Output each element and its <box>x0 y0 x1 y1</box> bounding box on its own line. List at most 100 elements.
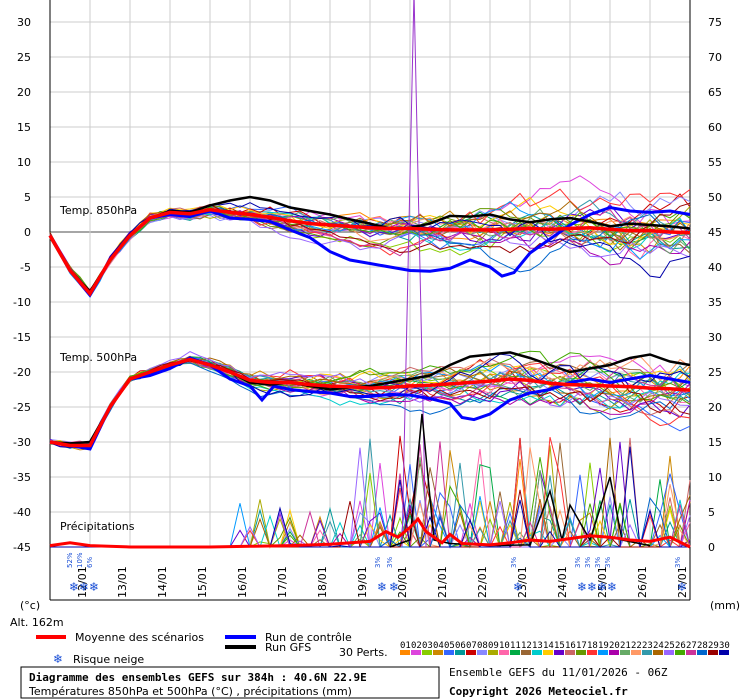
pert-legend-label: 22 <box>631 641 642 651</box>
pert-legend-swatch <box>422 650 432 655</box>
pert-legend-swatch <box>477 650 487 655</box>
date-tick-label: 16/01 <box>236 566 249 598</box>
legend-snow-label: Risque neige <box>73 653 144 666</box>
pert-line-850 <box>49 206 691 295</box>
pert-legend-swatch <box>620 650 630 655</box>
pert-legend-swatch <box>510 650 520 655</box>
pert-legend-label: 21 <box>620 641 631 651</box>
precip-spike <box>401 0 427 548</box>
pert-legend-swatch <box>565 650 575 655</box>
snow-risk-value: 3% <box>510 557 518 568</box>
snowflake-icon: ❄ <box>79 580 89 594</box>
snow-risk-value: 3% <box>594 557 602 568</box>
series-t850-0 <box>48 207 691 297</box>
pert-legend-swatch <box>653 650 663 655</box>
left-tick-label: -10 <box>13 296 31 309</box>
pert-legend-swatch <box>554 650 564 655</box>
date-tick-label: 22/01 <box>476 566 489 598</box>
pert-line-850 <box>49 208 691 296</box>
right-tick-label: 75 <box>708 16 722 29</box>
date-tick-label: 23/01 <box>516 566 529 598</box>
pert-legend-label: 13 <box>532 641 543 651</box>
footer-run: Ensemble GEFS du 11/01/2026 - 06Z <box>449 666 668 679</box>
label-t500: Temp. 500hPa <box>59 351 137 364</box>
legend-control-label: Run de contrôle <box>265 631 352 644</box>
right-tick-label: 0 <box>708 541 715 554</box>
snow-risk-value: 3% <box>374 557 382 568</box>
pert-legend-swatch <box>576 650 586 655</box>
date-tick-label: 12/01 <box>76 566 89 598</box>
left-tick-label: -5 <box>20 261 31 274</box>
pert-legend-label: 16 <box>565 641 576 651</box>
snowflake-icon: ❄ <box>377 580 387 594</box>
pert-legend-label: 12 <box>521 641 532 651</box>
pert-legend-label: 07 <box>466 641 477 651</box>
left-tick-label: -30 <box>13 436 31 449</box>
right-tick-label: 60 <box>708 121 722 134</box>
pert-legend-label: 27 <box>686 641 697 651</box>
pert-legend-swatch <box>521 650 531 655</box>
snowflake-icon: ❄ <box>69 580 79 594</box>
right-tick-label: 40 <box>708 261 722 274</box>
date-tick-label: 24/01 <box>556 566 569 598</box>
pert-legend-swatch <box>642 650 652 655</box>
date-tick-label: 26/01 <box>636 566 649 598</box>
pert-legend-label: 03 <box>422 641 433 651</box>
footer-subtitle: Températures 850hPa et 500hPa (°C) , pré… <box>28 685 352 698</box>
right-tick-label: 65 <box>708 86 722 99</box>
main-series-lines <box>48 195 691 549</box>
date-tick-label: 25/01 <box>596 566 609 598</box>
footer-title: Diagramme des ensembles GEFS sur 384h : … <box>29 671 367 684</box>
date-tick-label: 20/01 <box>396 566 409 598</box>
pert-legend-swatch <box>499 650 509 655</box>
right-tick-label: 30 <box>708 331 722 344</box>
left-tick-label: 25 <box>17 51 31 64</box>
pert-legend-label: 04 <box>433 641 444 651</box>
legend: Moyenne des scénarios Run de contrôle Ru… <box>36 631 730 666</box>
pert-legend-swatch <box>587 650 597 655</box>
pert-legend-label: 28 <box>697 641 708 651</box>
pert-line-500 <box>49 351 691 445</box>
date-tick-label: 19/01 <box>356 566 369 598</box>
date-tick-label: 13/01 <box>116 566 129 598</box>
left-tick-label: -20 <box>13 366 31 379</box>
axis-ticks: 302520151050-5-10-15-20-25-30-35-40-4575… <box>13 16 722 598</box>
pert-legend-label: 29 <box>708 641 719 651</box>
left-tick-label: -40 <box>13 506 31 519</box>
left-tick-label: 20 <box>17 86 31 99</box>
left-tick-label: -35 <box>13 471 31 484</box>
footer-box <box>20 666 440 699</box>
pert-legend-label: 14 <box>543 641 554 651</box>
left-tick-label: -15 <box>13 331 31 344</box>
pert-legend-label: 05 <box>444 641 455 651</box>
footer-copyright: Copyright 2026 Meteociel.fr <box>449 685 628 698</box>
pert-legend-label: 19 <box>598 641 609 651</box>
left-tick-label: 30 <box>17 16 31 29</box>
snow-risk-value: 3% <box>584 557 592 568</box>
left-tick-label: 0 <box>24 226 31 239</box>
snow-risk-value: 10% <box>76 552 84 568</box>
series-precip-0 <box>49 516 691 549</box>
snowflake-icon: ❄ <box>513 580 523 594</box>
right-axis-unit: (mm) <box>710 599 740 612</box>
snowflake-icon: ❄ <box>677 580 687 594</box>
pert-legend-swatch <box>631 650 641 655</box>
pert-legend-label: 09 <box>488 641 499 651</box>
pert-legend-swatch <box>675 650 685 655</box>
pert-legend-swatch <box>466 650 476 655</box>
pert-legend-label: 24 <box>653 641 664 651</box>
snow-risk-value: 3% <box>386 557 394 568</box>
right-tick-label: 55 <box>708 156 722 169</box>
snow-risk-row: 52% ❄ 10% ❄ 6% ❄ 3% ❄ 3% ❄ 3% ❄ 3% ❄ 3% ❄ 3% ❄ 3% ❄ 3% ❄ <box>66 552 687 594</box>
left-tick-label: -25 <box>13 401 31 414</box>
snow-risk-value: 6% <box>86 557 94 568</box>
pert-legend-swatch <box>697 650 707 655</box>
left-tick-label: -45 <box>13 541 31 554</box>
snowflake-icon: ❄ <box>53 652 63 666</box>
pert-legend-label: 15 <box>554 641 565 651</box>
series-t500-0 <box>49 357 691 448</box>
right-tick-label: 35 <box>708 296 722 309</box>
date-tick-label: 21/01 <box>436 566 449 598</box>
label-precip: Précipitations <box>60 520 135 533</box>
